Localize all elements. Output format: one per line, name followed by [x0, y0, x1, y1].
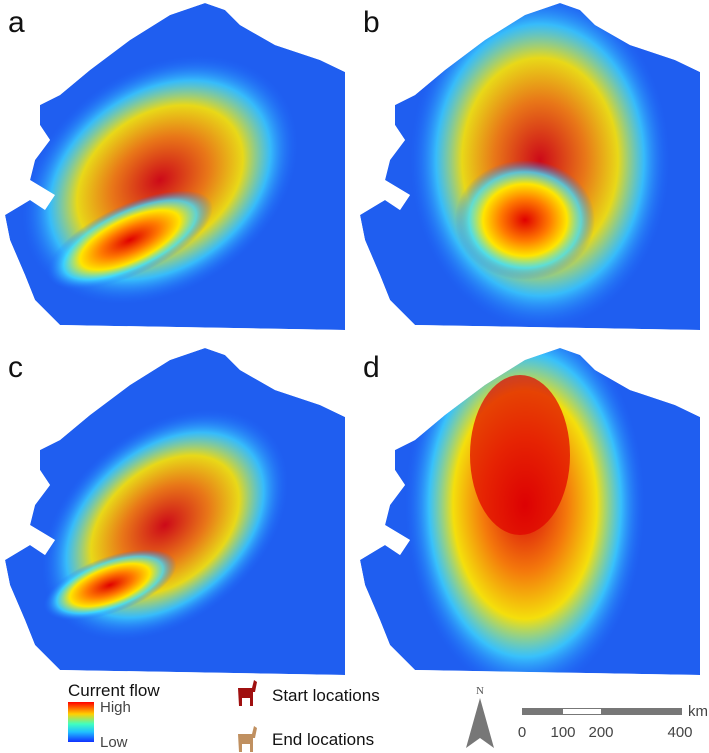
panel-a: a — [5, 3, 345, 330]
panel-b: b — [360, 3, 700, 330]
legend-high: High — [100, 699, 131, 716]
panel-label: d — [363, 351, 380, 384]
start-icon — [238, 680, 257, 706]
color-ramp — [68, 702, 94, 742]
scale-bar — [522, 708, 682, 715]
scale-label: 200 — [588, 724, 613, 741]
panel-label: b — [363, 6, 380, 39]
north-arrow — [466, 698, 494, 748]
north-label: N — [476, 685, 484, 697]
scale-label: 100 — [550, 724, 575, 741]
legend-end: End locations — [272, 730, 374, 749]
panel-label: a — [8, 6, 25, 39]
panel-d: d — [360, 348, 700, 675]
end-icon — [238, 726, 257, 752]
scale-label: 400 — [667, 724, 692, 741]
panel-c: c — [5, 348, 345, 675]
legend-start: Start locations — [272, 686, 380, 705]
scale-label: 0 — [518, 724, 526, 741]
legend-low: Low — [100, 734, 128, 751]
legend-title: Current flow — [68, 681, 160, 700]
panel-label: c — [8, 351, 23, 384]
scale-unit: km — [688, 703, 708, 720]
